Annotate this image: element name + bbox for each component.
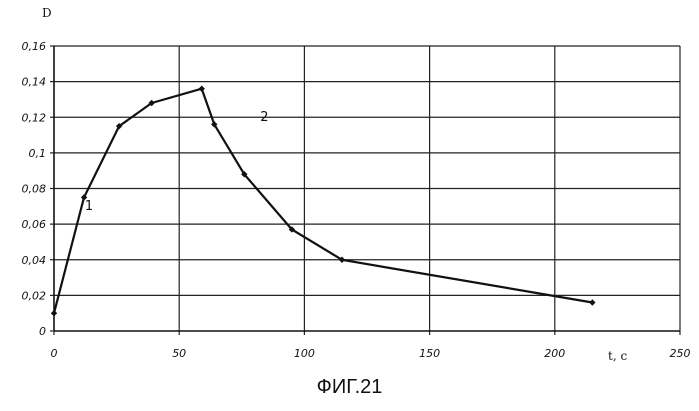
data-point (589, 299, 595, 305)
x-tick-label: 200 (544, 347, 565, 360)
y-axis-title: D (42, 6, 52, 20)
data-point (199, 86, 205, 92)
y-tick-label: 0,1 (29, 147, 47, 160)
series (51, 86, 596, 317)
data-point (51, 310, 57, 316)
y-tick-label: 0,08 (22, 183, 47, 196)
x-axis-title: t, c (608, 349, 627, 363)
y-tick-label: 0,16 (22, 40, 47, 53)
x-tick-label: 0 (51, 347, 58, 360)
x-tick-label: 250 (670, 347, 691, 360)
x-tick-label: 150 (419, 347, 440, 360)
y-tick-label: 0,04 (22, 254, 47, 267)
figure-caption: ФИГ.21 (0, 376, 699, 399)
y-tick-label: 0,06 (22, 218, 47, 231)
x-tick-label: 50 (172, 347, 186, 360)
labels: 0 0,02 0,04 0,06 0,08 0,1 0,12 0,14 0,16 0 50 100 15… (22, 40, 691, 360)
axes (50, 46, 680, 335)
y-tick-label: 0,02 (22, 289, 47, 302)
grid (54, 46, 680, 331)
series-line (54, 89, 592, 314)
y-tick-label: 0,14 (22, 76, 47, 89)
x-tick-label: 100 (294, 347, 315, 360)
y-tick-label: 0,12 (22, 111, 47, 124)
curve-annotation: 2 (260, 110, 268, 125)
curve-annotation: 1 (85, 199, 93, 214)
y-tick-label: 0 (39, 325, 46, 338)
